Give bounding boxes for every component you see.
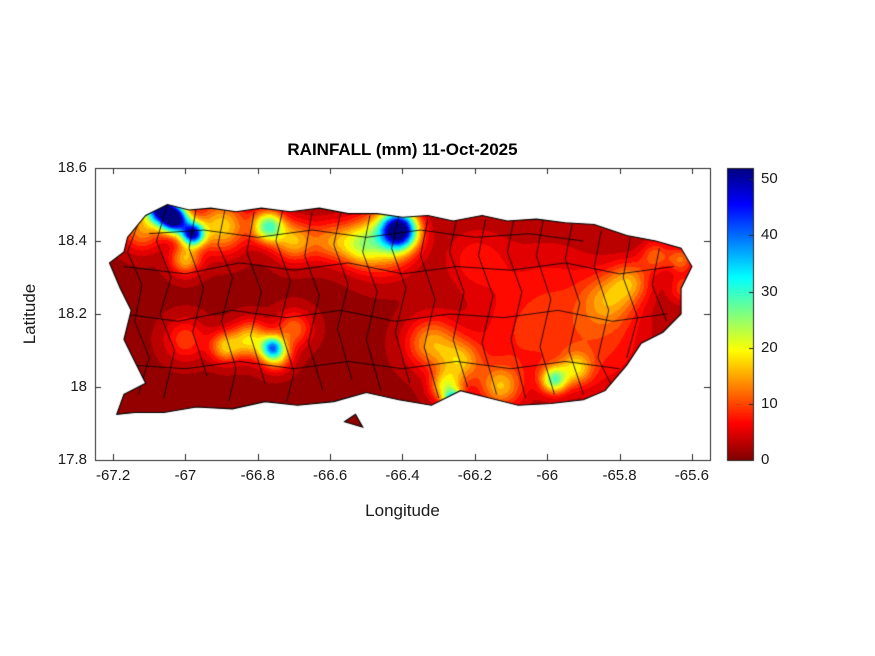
x-tick-label: -66.4	[385, 467, 420, 484]
x-tick-label: -66.8	[240, 467, 275, 484]
x-tick-label: -66.2	[457, 467, 492, 484]
x-axis-label: Longitude	[365, 501, 440, 520]
y-tick-label: 18.6	[57, 159, 87, 176]
colorbar-tick-label: 50	[761, 170, 778, 188]
colorbar-tick-label: 0	[761, 451, 770, 468]
x-tick-label: -67.2	[95, 467, 131, 484]
y-axis-label: Latitude	[20, 283, 39, 345]
colorbar-tick-label: 10	[761, 394, 778, 412]
y-tick-label: 17.8	[57, 451, 87, 468]
y-tick-label: 18	[70, 378, 87, 395]
x-tick-label: -65.6	[674, 467, 710, 484]
x-tick-label: -65.8	[602, 467, 637, 484]
y-tick-label: 18.2	[57, 305, 87, 322]
x-tick-label: -66.6	[313, 467, 348, 484]
y-tick-label: 18.4	[57, 232, 87, 249]
colorbar-tick-label: 30	[761, 282, 778, 300]
chart-title: RAINFALL (mm) 11-Oct-2025	[287, 140, 518, 159]
colorbar-tick-label: 20	[761, 338, 778, 356]
colorbar-tick-label: 40	[761, 226, 778, 244]
x-tick-label: -67	[174, 467, 197, 484]
x-tick-label: -66	[536, 467, 559, 484]
